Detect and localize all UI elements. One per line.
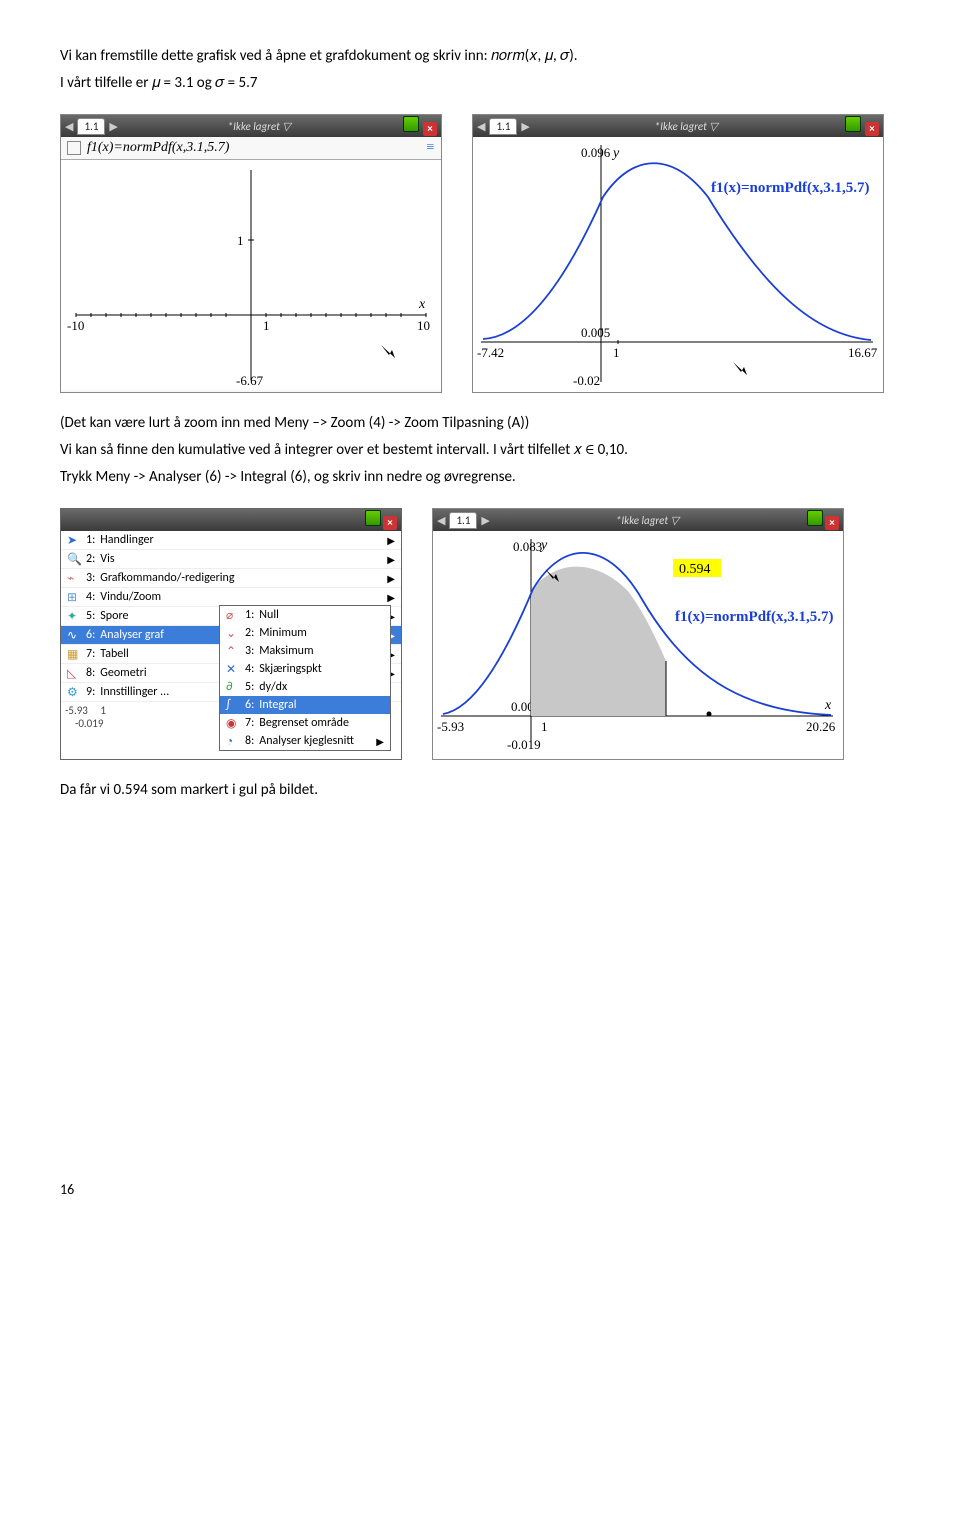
formula-bar[interactable]: f1(x)=normPdf(x,3.1,5.7) ≡: [61, 137, 441, 160]
nav-right-icon[interactable]: ▶: [481, 514, 489, 527]
cursor-icon: [381, 345, 395, 358]
tab-label[interactable]: 1.1: [77, 118, 105, 135]
menu-handlinger[interactable]: ➤1: Handlinger▶: [61, 531, 401, 550]
formula-checkbox[interactable]: [67, 141, 81, 155]
svg-text:0.005: 0.005: [581, 325, 610, 340]
tab-label[interactable]: 1.1: [489, 118, 517, 135]
page-number: 16: [60, 1181, 900, 1198]
nav-right-icon[interactable]: ▶: [521, 120, 529, 133]
header-icons: ×: [401, 116, 438, 136]
svg-text:-0.02: -0.02: [573, 373, 600, 388]
sub-kjeglesnitt[interactable]: ◔8: Analyser kjeglesnitt▶: [220, 732, 390, 750]
close-icon[interactable]: ×: [825, 516, 839, 530]
svg-text:0.083: 0.083: [513, 539, 542, 554]
svg-text:f1(x)=normPdf(x,3.1,5.7): f1(x)=normPdf(x,3.1,5.7): [711, 180, 870, 196]
mid-1: (Det kan være lurt å zoom inn med Meny –…: [60, 413, 900, 434]
nav-left-icon[interactable]: ◀: [65, 120, 73, 133]
battery-icon: [365, 510, 381, 526]
nav-left-icon[interactable]: ◀: [477, 120, 485, 133]
svg-text:-7.42: -7.42: [477, 345, 504, 360]
svg-text:-10: -10: [67, 318, 84, 333]
row-2: × ➤1: Handlinger▶ 🔍2: Vis▶ ⌁3: Grafkomma…: [60, 508, 900, 760]
doc-title: *Ikke lagret ▽: [534, 120, 839, 133]
integral-header: ◀ 1.1 ▶ *Ikke lagret ▽ ×: [433, 509, 843, 531]
graph-area-2: 0.096 y 0.005 1 -7.42 16.67 -0.02 f1(x)=…: [473, 137, 883, 392]
svg-text:-5.93: -5.93: [437, 719, 464, 734]
header-icons: ×: [843, 116, 880, 136]
menu-header: ×: [61, 509, 401, 531]
svg-text:20.26: 20.26: [806, 719, 836, 734]
menu-panel: × ➤1: Handlinger▶ 🔍2: Vis▶ ⌁3: Grafkomma…: [60, 508, 402, 760]
calc-header: ◀ 1.1 ▶ *Ikke lagret ▽ ×: [61, 115, 441, 137]
integral-area: [531, 567, 666, 716]
close-icon[interactable]: ×: [383, 516, 397, 530]
sub-minimum[interactable]: ⌄2: Minimum: [220, 624, 390, 642]
svg-text:-0.019: -0.019: [507, 737, 541, 752]
tab-label[interactable]: 1.1: [449, 512, 477, 529]
svg-text:1: 1: [263, 318, 270, 333]
battery-icon: [403, 116, 419, 132]
svg-text:1: 1: [613, 345, 620, 360]
graph-area-4: 0.083 y 0.005 1 -5.93 20.26 -0.019 x 0.5…: [433, 531, 843, 759]
graph-area-1: -10 10 1 1 x -6.67: [61, 160, 441, 390]
submenu-analyser: ⌀1: Null ⌄2: Minimum ⌃3: Maksimum ✕4: Sk…: [219, 605, 391, 751]
sub-begrenset[interactable]: ◉7: Begrenset område: [220, 714, 390, 732]
outro: Da får vi 0.594 som markert i gul på bil…: [60, 780, 900, 801]
nav-right-icon[interactable]: ▶: [109, 120, 117, 133]
svg-text:1: 1: [541, 719, 548, 734]
close-icon[interactable]: ×: [865, 122, 879, 136]
sub-integral[interactable]: ∫6: Integral: [220, 696, 390, 714]
svg-text:y: y: [539, 538, 548, 553]
mid-3: Trykk Meny -> Analyser (6) -> Integral (…: [60, 467, 900, 488]
cursor-icon: [733, 362, 747, 375]
svg-text:x: x: [418, 297, 426, 312]
svg-text:10: 10: [417, 318, 430, 333]
svg-text:f1(x)=normPdf(x,3.1,5.7): f1(x)=normPdf(x,3.1,5.7): [675, 609, 834, 625]
svg-text:0.096: 0.096: [581, 145, 611, 160]
svg-text:16.67: 16.67: [848, 345, 878, 360]
row-1: ◀ 1.1 ▶ *Ikke lagret ▽ × f1(x)=normPdf(x…: [60, 114, 900, 393]
doc-title: *Ikke lagret ▽: [494, 514, 801, 527]
menu-vis[interactable]: 🔍2: Vis▶: [61, 550, 401, 569]
close-icon[interactable]: ×: [423, 122, 437, 136]
calc-panel-left: ◀ 1.1 ▶ *Ikke lagret ▽ × f1(x)=normPdf(x…: [60, 114, 442, 393]
battery-icon: [845, 116, 861, 132]
nav-left-icon[interactable]: ◀: [437, 514, 445, 527]
intro-1: Vi kan fremstille dette grafisk ved å åp…: [60, 46, 900, 67]
svg-text:-6.67: -6.67: [236, 373, 264, 388]
formula-text: f1(x)=normPdf(x,3.1,5.7): [87, 140, 229, 156]
intro-2: I vårt tilfelle er 𝜇 = 3.1 og 𝜎 = 5.7: [60, 73, 900, 94]
sub-skjaeringspkt[interactable]: ✕4: Skjæringspkt: [220, 660, 390, 678]
svg-text:x: x: [824, 698, 832, 713]
sub-null[interactable]: ⌀1: Null: [220, 606, 390, 624]
svg-text:0.594: 0.594: [679, 562, 711, 577]
calc-header-2: ◀ 1.1 ▶ *Ikke lagret ▽ ×: [473, 115, 883, 137]
svg-text:y: y: [611, 146, 620, 161]
doc-title: *Ikke lagret ▽: [122, 120, 397, 133]
list-icon[interactable]: ≡: [426, 140, 435, 156]
sub-dydx[interactable]: ∂5: dy/dx: [220, 678, 390, 696]
integral-panel: ◀ 1.1 ▶ *Ikke lagret ▽ × 0.083 y 0.005 1…: [432, 508, 844, 760]
battery-icon: [807, 510, 823, 526]
menu-grafkommando[interactable]: ⌁3: Grafkommando/-redigering▶: [61, 569, 401, 588]
sub-maksimum[interactable]: ⌃3: Maksimum: [220, 642, 390, 660]
mid-2: Vi kan så finne den kumulative ved å int…: [60, 440, 900, 461]
calc-panel-right: ◀ 1.1 ▶ *Ikke lagret ▽ × 0.096 y 0.005 1…: [472, 114, 884, 393]
svg-text:1: 1: [237, 233, 244, 248]
